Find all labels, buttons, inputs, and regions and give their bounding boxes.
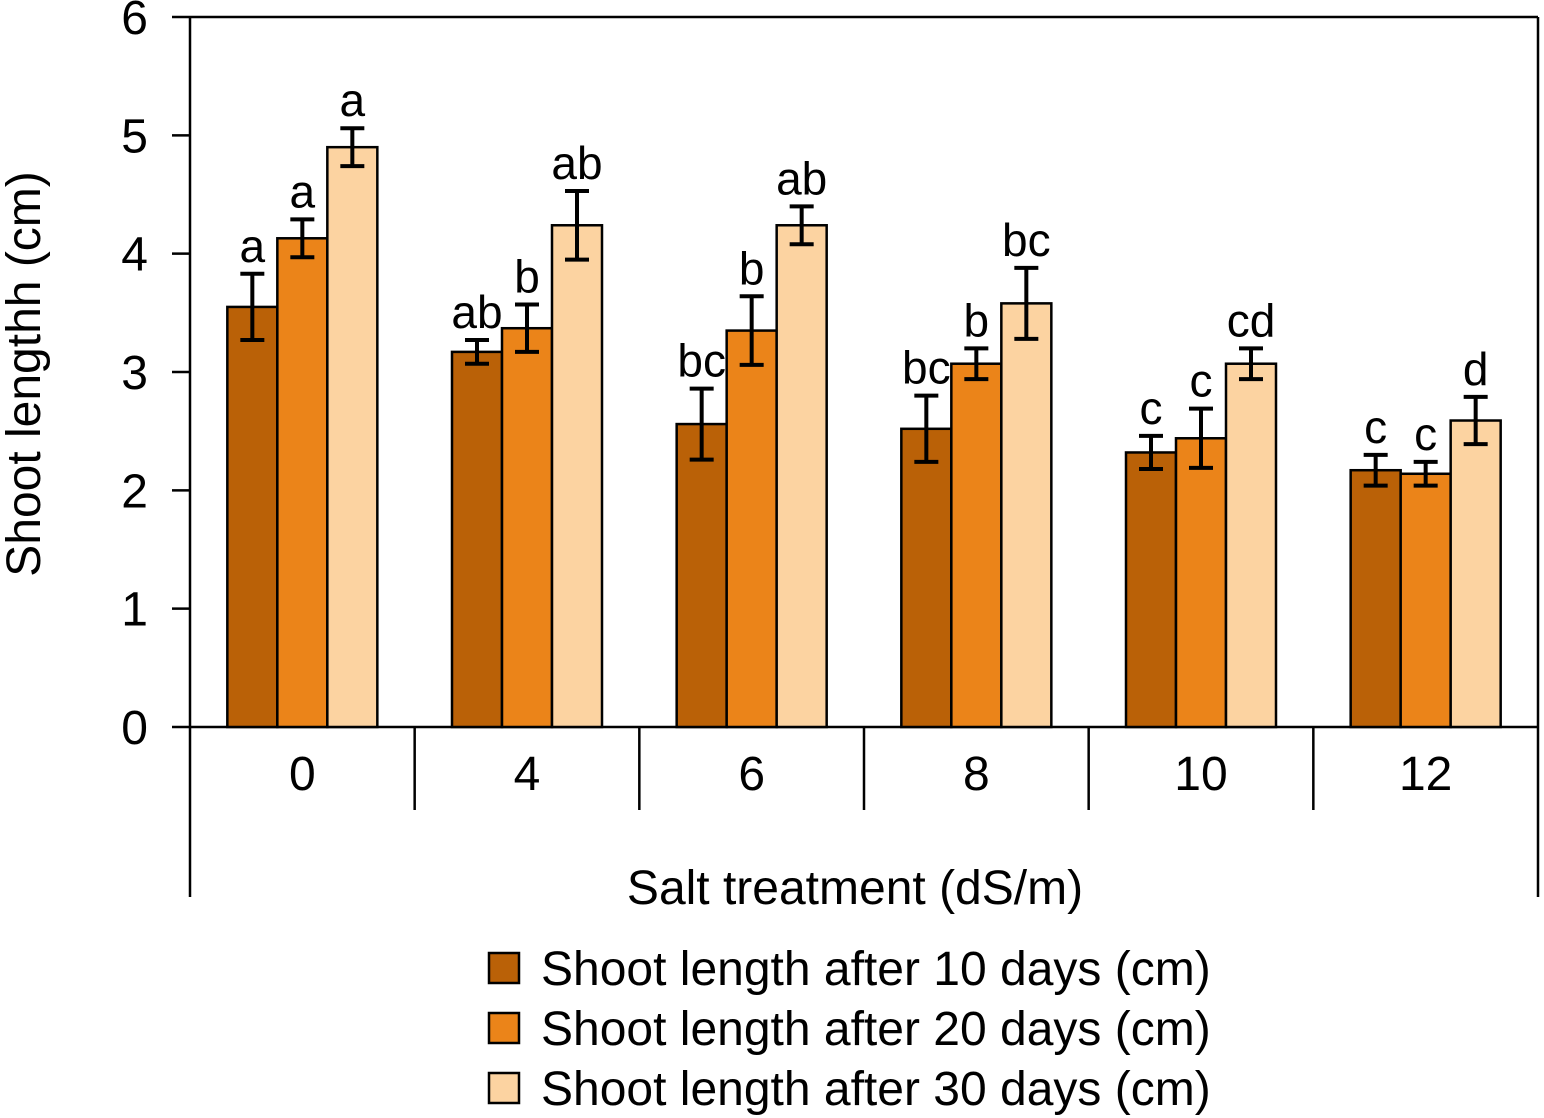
bar-series-1-category-12 xyxy=(1349,468,1402,729)
significance-letter: a xyxy=(240,220,266,272)
y-axis: 0 1 2 3 4 5 6 xyxy=(121,0,190,755)
bar-series-3-category-12 xyxy=(1449,419,1502,729)
bar-series-2-category-12 xyxy=(1399,472,1452,729)
bars-layer xyxy=(226,145,1502,729)
significance-letter: c xyxy=(1364,401,1387,453)
significance-letter: bc xyxy=(1002,214,1051,266)
significance-letter: c xyxy=(1140,382,1163,434)
error-bar-series-2-category-0 xyxy=(290,217,315,260)
error-bar-series-1-category-10 xyxy=(1139,433,1163,472)
significance-letter: a xyxy=(290,165,316,217)
bar-series-2-category-0 xyxy=(276,237,329,729)
bar-series-1-category-4 xyxy=(450,350,504,729)
y-tick-label: 3 xyxy=(121,347,148,400)
y-tick-label: 2 xyxy=(121,465,148,518)
error-bar-series-3-category-0 xyxy=(340,126,365,169)
significance-letter: bc xyxy=(677,335,726,387)
significance-letter: c xyxy=(1190,355,1213,407)
x-tick-label: 6 xyxy=(738,748,765,801)
significance-letter: b xyxy=(964,294,990,346)
error-bar-series-1-category-4 xyxy=(465,338,489,366)
legend-item: Shoot length after 10 days (cm) xyxy=(487,943,1211,996)
x-tick-label: 12 xyxy=(1399,748,1452,801)
bar-series-1-category-10 xyxy=(1124,451,1178,729)
legend-label: Shoot length after 20 days (cm) xyxy=(541,1003,1211,1056)
bar-series-2-category-8 xyxy=(950,362,1003,729)
error-bar-series-2-category-8 xyxy=(964,346,989,382)
error-bar-series-3-category-8 xyxy=(1014,265,1039,341)
error-bar-series-3-category-10 xyxy=(1239,346,1263,382)
significance-letter: ab xyxy=(451,286,502,338)
bar-series-1-category-8 xyxy=(900,427,953,729)
bar-series-3-category-4 xyxy=(550,224,604,729)
significance-letter: bc xyxy=(902,342,951,394)
bar-series-1-category-0 xyxy=(226,305,279,729)
bar-series-2-category-6 xyxy=(725,329,778,729)
y-axis-title: Shoot lengthh (cm) xyxy=(0,171,51,577)
significance-letter: b xyxy=(514,251,540,303)
error-bar-series-3-category-12 xyxy=(1463,394,1488,447)
significance-letter: cd xyxy=(1227,294,1276,346)
bar-series-1-category-6 xyxy=(675,422,728,729)
bar-series-3-category-10 xyxy=(1224,362,1278,729)
y-tick-label: 5 xyxy=(121,110,148,163)
error-bar-series-1-category-12 xyxy=(1363,452,1388,488)
x-tick-label: 0 xyxy=(289,748,316,801)
legend-swatch xyxy=(487,1011,521,1045)
x-tick-label: 4 xyxy=(514,748,541,801)
significance-letter: ab xyxy=(776,152,827,204)
legend-swatch xyxy=(487,951,521,985)
x-axis: 0 4 6 8 10 12 xyxy=(289,727,1452,810)
significance-letter: d xyxy=(1463,343,1489,395)
bar-series-3-category-8 xyxy=(1000,302,1053,729)
y-tick-label: 1 xyxy=(121,584,148,637)
y-tick-label: 0 xyxy=(121,702,148,755)
x-tick-label: 8 xyxy=(963,748,990,801)
x-tick-label: 10 xyxy=(1174,748,1227,801)
error-bars-layer xyxy=(240,126,1488,488)
legend-label: Shoot length after 30 days (cm) xyxy=(541,1063,1211,1116)
y-tick-label: 4 xyxy=(121,229,148,282)
error-bar-series-1-category-6 xyxy=(689,386,714,462)
significance-letter: b xyxy=(739,242,765,294)
y-tick-label: 6 xyxy=(121,0,148,45)
error-bar-series-3-category-4 xyxy=(565,188,589,262)
bar-series-3-category-6 xyxy=(775,224,828,729)
x-axis-title: Salt treatment (dS/m) xyxy=(627,862,1083,915)
legend-item: Shoot length after 30 days (cm) xyxy=(487,1063,1211,1116)
bar-series-2-category-4 xyxy=(500,326,554,729)
bar-series-3-category-0 xyxy=(326,145,379,729)
error-bar-series-3-category-6 xyxy=(789,204,814,247)
error-bar-series-2-category-10 xyxy=(1189,406,1213,470)
error-bar-series-2-category-4 xyxy=(515,302,539,354)
error-bar-series-1-category-0 xyxy=(240,271,265,343)
legend-swatch xyxy=(487,1071,521,1105)
significance-letter: ab xyxy=(551,137,602,189)
error-bar-series-1-category-8 xyxy=(914,393,939,464)
error-bar-series-2-category-12 xyxy=(1413,459,1438,488)
legend: Shoot length after 10 days (cm) Shoot len… xyxy=(487,943,1211,1116)
error-bar-series-2-category-6 xyxy=(739,294,764,367)
significance-letter: c xyxy=(1414,408,1437,460)
legend-item: Shoot length after 20 days (cm) xyxy=(487,1003,1211,1056)
significance-letter: a xyxy=(340,74,366,126)
bar-series-2-category-10 xyxy=(1174,437,1228,729)
legend-label: Shoot length after 10 days (cm) xyxy=(541,943,1211,996)
